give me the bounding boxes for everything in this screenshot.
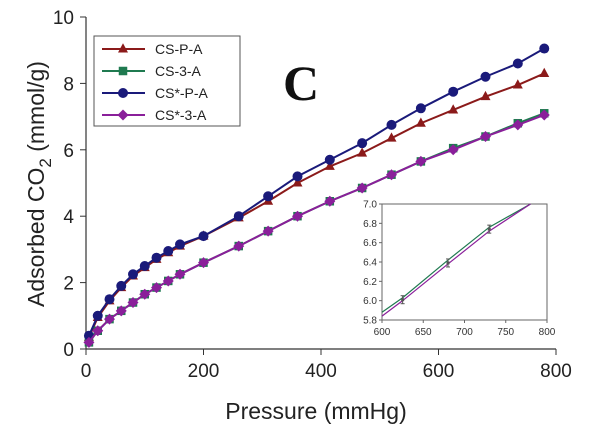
y-tick-label: 2: [63, 274, 74, 295]
data-point: [104, 294, 115, 305]
data-point: [357, 138, 368, 149]
data-point: [233, 240, 245, 252]
y-axis-title-unit: (mmol/g): [23, 61, 49, 158]
data-point: [175, 239, 185, 250]
data-point: [83, 336, 95, 348]
data-point: [139, 261, 150, 271]
y-tick-label: 10: [53, 8, 74, 29]
data-point: [386, 132, 397, 142]
data-point: [174, 268, 186, 280]
inset-data-point: [487, 227, 491, 231]
data-point: [324, 154, 335, 165]
data-point: [386, 119, 397, 130]
data-point: [356, 182, 368, 194]
data-point: [448, 86, 459, 97]
x-tick-label: 600: [423, 361, 455, 382]
data-point: [233, 211, 244, 222]
data-point: [128, 269, 138, 280]
legend: CS-P-A CS-3-A CS*-P-A CS*-3-A: [93, 35, 241, 127]
data-point: [512, 58, 523, 69]
inset-y-tick-label: 6.8: [363, 219, 377, 230]
data-point: [415, 103, 426, 114]
panel-label: C: [283, 55, 319, 111]
legend-entry-label: CS-P-A: [155, 41, 203, 57]
inset-x-tick-label: 700: [456, 327, 473, 338]
y-axis-title: Adsorbed CO2 (mmol/g): [23, 61, 55, 307]
data-point: [115, 305, 127, 317]
data-point: [92, 325, 104, 337]
inset-y-tick-label: 6.0: [363, 296, 377, 307]
data-point: [480, 71, 491, 82]
inset-frame: [381, 203, 548, 321]
inset-y-tick-label: 5.8: [363, 316, 377, 327]
data-point: [198, 231, 209, 242]
data-point: [116, 280, 127, 291]
legend-entry-label: CS-3-A: [155, 63, 202, 79]
inset-x-tick-label: 800: [539, 327, 556, 338]
data-point: [163, 246, 174, 257]
legend-box: [93, 35, 241, 127]
data-point: [538, 109, 550, 121]
inset-y-tick-label: 6.4: [363, 258, 377, 269]
inset-x-tick-label: 600: [374, 327, 391, 338]
legend-entry-label: CS*-3-A: [155, 107, 207, 123]
data-point: [512, 119, 524, 131]
data-point: [198, 257, 209, 269]
y-axis-title-main: Adsorbed CO: [23, 168, 49, 307]
legend-swatch-marker: [118, 88, 128, 98]
data-point: [539, 43, 550, 54]
data-point: [324, 195, 336, 207]
x-tick-label: 800: [540, 361, 572, 382]
main-plot: 0 200 400 600 800 0 2 4 6 8 10: [53, 8, 572, 382]
x-tick-label: 400: [305, 361, 337, 382]
data-point: [415, 117, 426, 127]
legend-swatch-marker: [117, 109, 129, 121]
legend-swatch-marker: [118, 66, 128, 76]
data-point: [151, 282, 162, 294]
inset-y-tick-label: 6.6: [363, 238, 377, 249]
data-point: [292, 210, 303, 222]
data-point: [386, 169, 397, 181]
data-point: [162, 275, 174, 287]
data-point: [448, 104, 459, 114]
data-point: [92, 310, 103, 321]
legend-swatch-marker: [118, 43, 128, 53]
inset-y-tick-label: 7.0: [363, 200, 377, 211]
data-point: [262, 225, 274, 237]
data-point: [539, 67, 550, 77]
y-tick-label: 0: [63, 340, 74, 361]
x-tick-label: 200: [188, 361, 220, 382]
inset-y-tick-label: 6.2: [363, 277, 377, 288]
x-axis-title: Pressure (mmHg): [225, 398, 406, 424]
data-point: [415, 155, 427, 167]
data-point: [324, 160, 335, 170]
data-point: [263, 191, 274, 202]
data-point: [104, 313, 115, 325]
data-point: [480, 131, 491, 143]
inset-x-tick-label: 750: [497, 327, 514, 338]
y-tick-label: 6: [63, 141, 74, 162]
data-point: [139, 288, 151, 300]
data-point: [151, 252, 162, 263]
data-point: [480, 90, 491, 101]
data-point: [127, 297, 139, 309]
y-axis-title-sub: 2: [36, 158, 55, 167]
data-point: [292, 177, 303, 187]
y-tick-label: 8: [63, 74, 74, 95]
x-tick-label: 0: [81, 361, 92, 382]
inset-plot: 600 650 700 750 800 5.8 6.0 6.2 6.4 6.6 6.8 7.0: [363, 200, 556, 339]
inset-data-point: [401, 298, 405, 302]
inset-data-point: [446, 261, 450, 265]
data-point: [357, 147, 368, 157]
y-tick-label: 4: [63, 207, 74, 228]
legend-entry-label: CS*-P-A: [155, 85, 209, 101]
data-point: [512, 79, 523, 89]
data-point: [292, 171, 303, 182]
data-point: [447, 144, 459, 156]
inset-x-tick-label: 650: [415, 327, 432, 338]
